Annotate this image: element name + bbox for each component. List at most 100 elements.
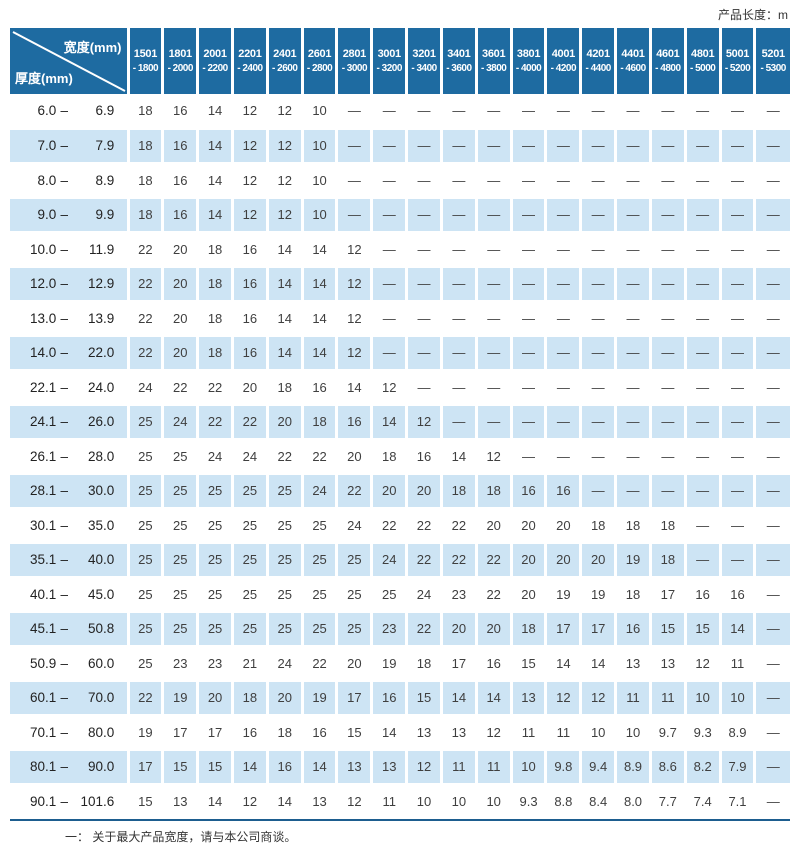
length-value-cell: 25	[267, 541, 304, 578]
thickness-min: 7.0	[37, 138, 57, 154]
thickness-max: 101.6	[80, 794, 115, 810]
length-value-cell: —	[545, 265, 583, 302]
length-value-cell: —	[754, 679, 790, 716]
width-range-to: - 5300	[760, 62, 787, 74]
length-value-cell: 21	[232, 646, 269, 681]
length-value-cell: 14	[267, 265, 304, 302]
length-value-cell: —	[580, 403, 618, 440]
length-value-cell: 9.8	[545, 748, 583, 785]
table-row: 8.0–8.9 18 16 14 12 12 10— — — — — — — — — — — — —	[10, 163, 790, 198]
length-value-cell: —	[685, 232, 722, 267]
thickness-max: 13.9	[87, 310, 115, 326]
length-value-cell: 20	[511, 577, 548, 612]
length-value-cell: —	[754, 508, 790, 543]
length-value-cell: 9.3	[511, 784, 548, 819]
thickness-min: 30.1	[29, 517, 57, 533]
range-dash: –	[60, 483, 68, 499]
length-value-cell: 22	[302, 646, 339, 681]
width-range-to: - 3400	[411, 62, 437, 74]
thickness-min: 80.1	[29, 759, 57, 775]
length-value-cell: 13	[441, 715, 478, 750]
length-value-cell: 16	[302, 715, 339, 750]
range-dash: –	[60, 172, 68, 188]
length-value-cell: —	[545, 439, 583, 474]
length-value-cell: —	[336, 94, 374, 129]
length-value-cell: —	[580, 265, 618, 302]
length-value-cell: 25	[197, 541, 234, 578]
length-value-cell: —	[406, 196, 443, 233]
length-value-cell: —	[336, 163, 374, 198]
length-value-cell: 17	[128, 748, 165, 785]
thickness-max: 24.0	[87, 379, 115, 395]
width-range-from: 3601	[482, 47, 506, 60]
length-value-cell: —	[650, 163, 687, 198]
length-value-cell: —	[615, 439, 652, 474]
length-value-cell: —	[754, 232, 790, 267]
length-value-cell: —	[720, 541, 757, 578]
row-header-thickness-range: 9.0– 9.9	[10, 196, 130, 233]
length-value-cell: 17	[580, 610, 618, 647]
length-value-cell: 18	[650, 541, 687, 578]
length-value-cell: 10	[302, 127, 339, 164]
length-value-cell: 22	[128, 232, 165, 267]
length-value-cell: 20	[267, 403, 304, 440]
length-value-cell: 14	[441, 679, 478, 716]
thickness-min: 45.1	[29, 621, 57, 637]
column-header-cell: 2601 - 2800	[302, 28, 339, 94]
length-value-cell: —	[685, 439, 722, 474]
range-dash: –	[60, 241, 68, 257]
length-value-cell: 14	[302, 265, 339, 302]
length-value-cell: 14	[371, 715, 409, 750]
width-range-to: - 3000	[341, 62, 368, 74]
range-dash: –	[60, 276, 68, 292]
width-range-from: 4401	[621, 47, 645, 60]
length-value-cell: —	[754, 334, 790, 371]
length-value-cell: —	[650, 370, 687, 405]
length-value-cell: —	[685, 334, 722, 371]
length-value-cell: 16	[545, 472, 583, 509]
range-dash: –	[60, 379, 68, 395]
width-range-from: 2201	[238, 47, 262, 60]
length-value-cell: —	[650, 301, 687, 336]
length-value-cell: —	[545, 301, 583, 336]
length-value-cell: 25	[162, 508, 200, 543]
length-value-cell: 14	[476, 679, 513, 716]
length-value-cell: 22	[441, 541, 478, 578]
length-value-cell: 13	[162, 784, 200, 819]
length-value-cell: —	[615, 94, 652, 129]
length-value-cell: 25	[232, 577, 269, 612]
length-value-cell: —	[371, 127, 409, 164]
row-header-thickness-range: 35.1– 40.0	[10, 541, 130, 578]
width-range-to: - 3600	[446, 62, 472, 74]
length-value-cell: 24	[302, 472, 339, 509]
length-value-cell: 12	[336, 784, 374, 819]
thickness-min: 13.0	[29, 310, 57, 326]
row-header-thickness-range: 70.1– 80.0	[10, 715, 130, 750]
length-value-cell: 18	[267, 370, 304, 405]
length-value-cell: 20	[511, 541, 548, 578]
length-value-cell: 23	[441, 577, 478, 612]
length-value-cell: 10	[476, 784, 513, 819]
length-value-cell: 19	[162, 679, 200, 716]
length-value-cell: —	[615, 127, 652, 164]
row-header-thickness-range: 28.1– 30.0	[10, 472, 130, 509]
length-value-cell: 18	[128, 163, 165, 198]
length-value-cell: —	[754, 265, 790, 302]
length-value-cell: —	[754, 715, 790, 750]
length-value-cell: 20	[545, 508, 583, 543]
length-value-cell: 13	[511, 679, 548, 716]
row-header-thickness-range: 12.0– 12.9	[10, 265, 130, 302]
length-value-cell: —	[580, 232, 618, 267]
width-range-to: - 3800	[481, 62, 507, 74]
length-value-cell: 10	[580, 715, 618, 750]
width-range-from: 4801	[691, 47, 715, 60]
thickness-min: 8.0	[37, 172, 57, 188]
length-value-cell: 8.6	[650, 748, 687, 785]
length-value-cell: —	[371, 232, 409, 267]
width-range-to: - 1800	[132, 62, 159, 74]
topbar: 产品长度：m	[10, 0, 790, 28]
length-value-cell: 24	[371, 541, 409, 578]
table-row: 45.1–50.8 25 25 25 25 25 25 25 23 22 20 20 18 17 17 16 1…	[10, 610, 790, 647]
length-value-cell: —	[476, 232, 513, 267]
length-value-cell: 18	[197, 265, 234, 302]
